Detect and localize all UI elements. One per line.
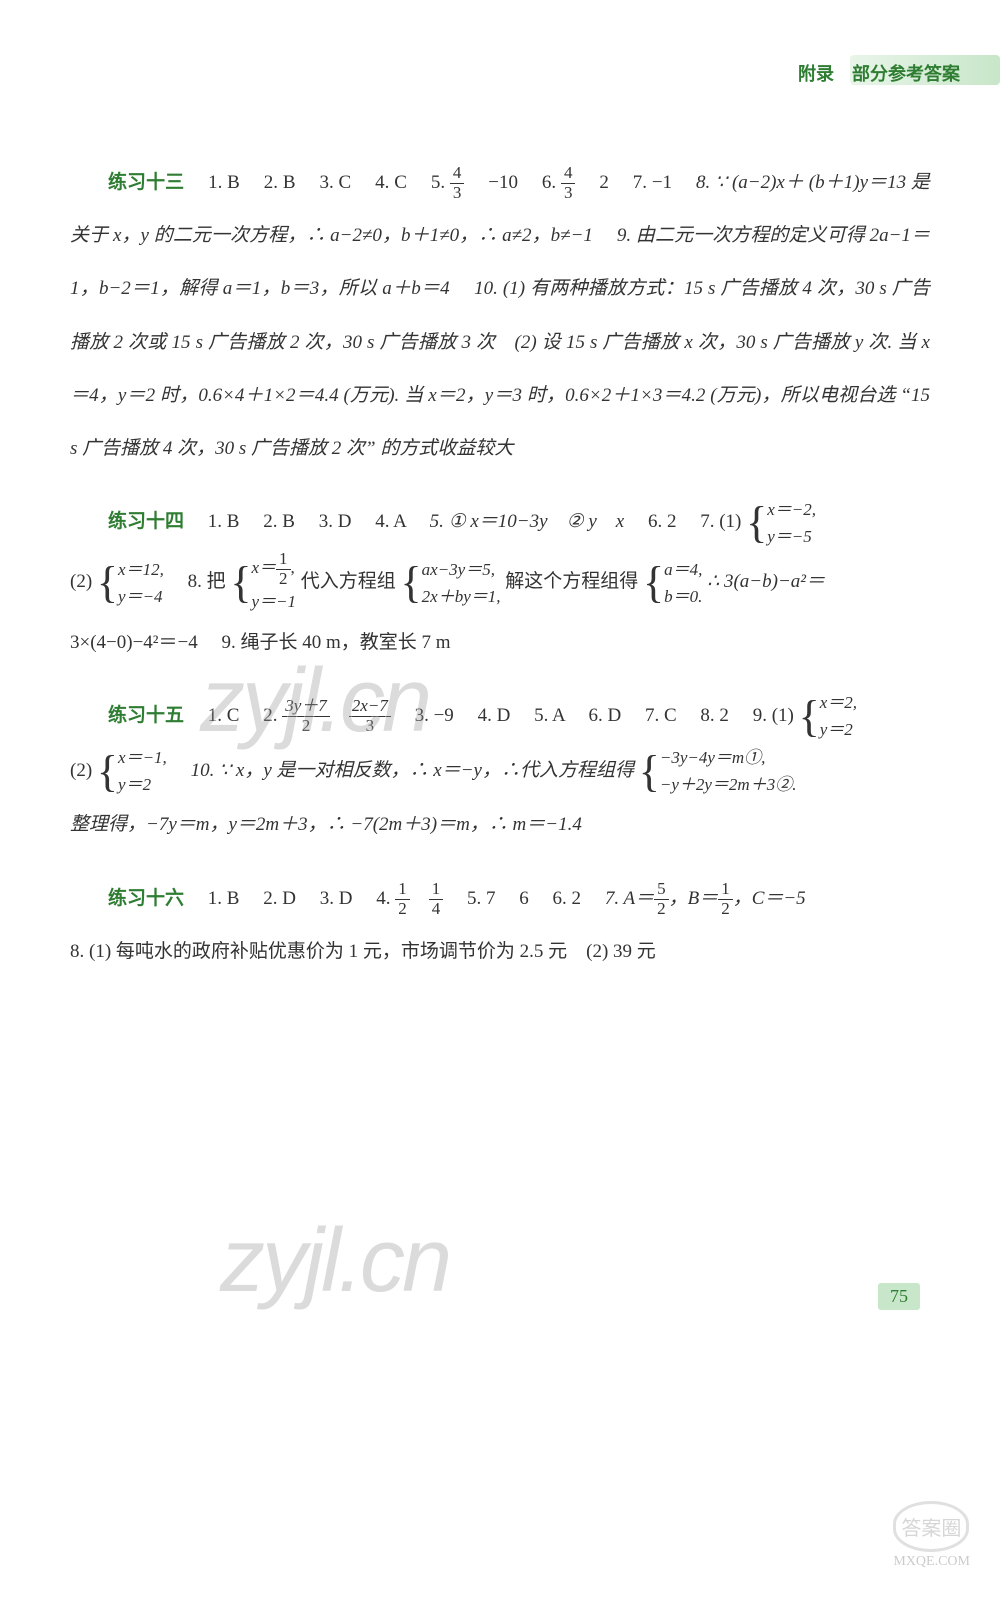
ex14-q6: 6. 2: [648, 511, 677, 532]
footer-site: MXQE.COM: [893, 1554, 970, 1570]
brace-group: {x＝−1,y＝2: [97, 744, 167, 798]
ex16-title: 练习十六: [108, 888, 184, 909]
ex14-q4: 4. A: [375, 511, 406, 532]
ex13-q7: 7. −1: [633, 172, 672, 193]
ex15-q1: 1. C: [208, 705, 240, 726]
exercise-14: 练习十四 1. B 2. B 3. D 4. A 5. ① x＝10−3y ② …: [70, 495, 930, 669]
ex13-q10: 10. (1) 有两种播放方式：15 s 广告播放 4 次，30 s 广告播放 …: [70, 278, 930, 459]
ex14-q8-mid1: 代入方程组: [301, 571, 396, 592]
ex13-q2: 2. B: [264, 172, 296, 193]
ex13-q8-1: 8. ∵ (a−2)x＋: [696, 172, 804, 193]
fraction: 12: [395, 880, 410, 918]
ex13-q4: 4. C: [375, 172, 407, 193]
fraction: 12: [718, 880, 733, 918]
ex16-q5: 5. 7: [467, 888, 496, 909]
exercise-16: 练习十六 1. B 2. D 3. D 4. 12 14 5. 7 6 6. 2…: [70, 872, 930, 978]
brace-group: {x＝12,y＝−1: [230, 550, 296, 616]
brace-group: {x＝2,y＝2: [799, 689, 857, 743]
exercise-13: 练习十三 1. B 2. B 3. C 4. C 5. 43 −10 6. 43…: [70, 156, 930, 475]
ex14-q5: 5. ① x＝10−3y ② y x: [430, 511, 625, 532]
ex14-q9: 9. 绳子长 40 m，教室长 7 m: [221, 632, 450, 653]
fraction: 43: [561, 164, 576, 202]
ex16-q7-pre: 7. A＝: [605, 888, 654, 909]
ex16-q3: 3. D: [320, 888, 353, 909]
ex14-q3: 3. D: [319, 511, 352, 532]
ex16-q6a: 6: [519, 888, 529, 909]
footer-mark: 答案圈 MXQE.COM: [893, 1501, 970, 1570]
ex13-q6-post: 2: [580, 172, 609, 193]
fraction: 52: [654, 880, 669, 918]
brace-group: {x＝−2,y＝−5: [746, 496, 816, 550]
brace-group: {a＝4,b＝0.: [643, 556, 702, 610]
ex16-q8: 8. (1) 每吨水的政府补贴优惠价为 1 元，市场调节价为 2.5 元 (2)…: [70, 941, 656, 962]
ex15-q6: 6. D: [588, 705, 621, 726]
ex15-q4: 4. D: [478, 705, 511, 726]
ex14-q7-pre: 7. (1): [700, 511, 746, 532]
ex16-q6b: 6. 2: [553, 888, 582, 909]
ex15-q5: 5. A: [534, 705, 565, 726]
ex15-q7: 7. C: [645, 705, 677, 726]
ex13-q1: 1. B: [208, 172, 240, 193]
ex15-q3: 3. −9: [415, 705, 454, 726]
brace-group: {ax−3y＝5,2x＋by＝1,: [401, 556, 501, 610]
ex13-q5-pre: 5.: [431, 172, 450, 193]
brace-group: {−3y−4y＝m①,−y＋2y＝2m＋3②.: [639, 744, 797, 798]
ex16-q7-mid: ，B＝: [669, 888, 719, 909]
page-content: 练习十三 1. B 2. B 3. C 4. C 5. 43 −10 6. 43…: [0, 96, 1000, 1038]
ex14-title: 练习十四: [108, 511, 184, 532]
ex15-q9-pre: 9. (1): [753, 705, 799, 726]
brace-group: {x＝12,y＝−4: [97, 556, 164, 610]
ex13-q3: 3. C: [319, 172, 351, 193]
ex14-q1: 1. B: [208, 511, 240, 532]
ex13-title: 练习十三: [108, 172, 184, 193]
ex15-title: 练习十五: [108, 705, 184, 726]
ex15-q9-mid: (2): [70, 760, 97, 781]
ex16-q4-pre: 4.: [376, 888, 395, 909]
ex16-q7-post: ，C＝−5: [733, 888, 806, 909]
ex15-q2-pre: 2.: [263, 705, 282, 726]
watermark: zyjl.cn: [220, 1210, 449, 1313]
ex16-q2: 2. D: [263, 888, 296, 909]
ex14-q8-pre: 8. 把: [188, 571, 226, 592]
fraction: 14: [429, 880, 444, 918]
fraction: 43: [450, 164, 465, 202]
header-title: 附录 部分参考答案: [798, 64, 960, 84]
ex14-q8-post: ∴ 3(a−b)−a²＝: [707, 571, 825, 592]
ex13-q5-mid: −10: [469, 172, 518, 193]
ex14-q8-line2: 3×(4−0)−4²＝−4: [70, 632, 198, 653]
fraction: 2x−73: [349, 697, 391, 735]
ex16-q1: 1. B: [208, 888, 240, 909]
ex13-q6-pre: 6.: [542, 172, 561, 193]
ex15-q8: 8. 2: [700, 705, 729, 726]
fraction: 3y＋72: [282, 697, 330, 735]
ex14-q2: 2. B: [263, 511, 295, 532]
ex15-q10-line2: 整理得，−7y＝m，y＝2m＋3，∴ −7(2m＋3)＝m，∴ m＝−1.4: [70, 814, 582, 835]
ex14-q7-mid: (2): [70, 571, 97, 592]
page-number: 75: [878, 1283, 920, 1310]
ex15-q10-pre: 10. ∵ x，y 是一对相反数，∴ x＝−y，∴代入方程组得: [191, 760, 634, 781]
ex14-q8-mid2: 解这个方程组得: [505, 571, 638, 592]
page-header: 附录 部分参考答案: [0, 0, 1000, 96]
exercise-15: 练习十五 1. C 2. 3y＋72 2x−73 3. −9 4. D 5. A…: [70, 689, 930, 852]
footer-logo: 答案圈: [893, 1501, 969, 1552]
